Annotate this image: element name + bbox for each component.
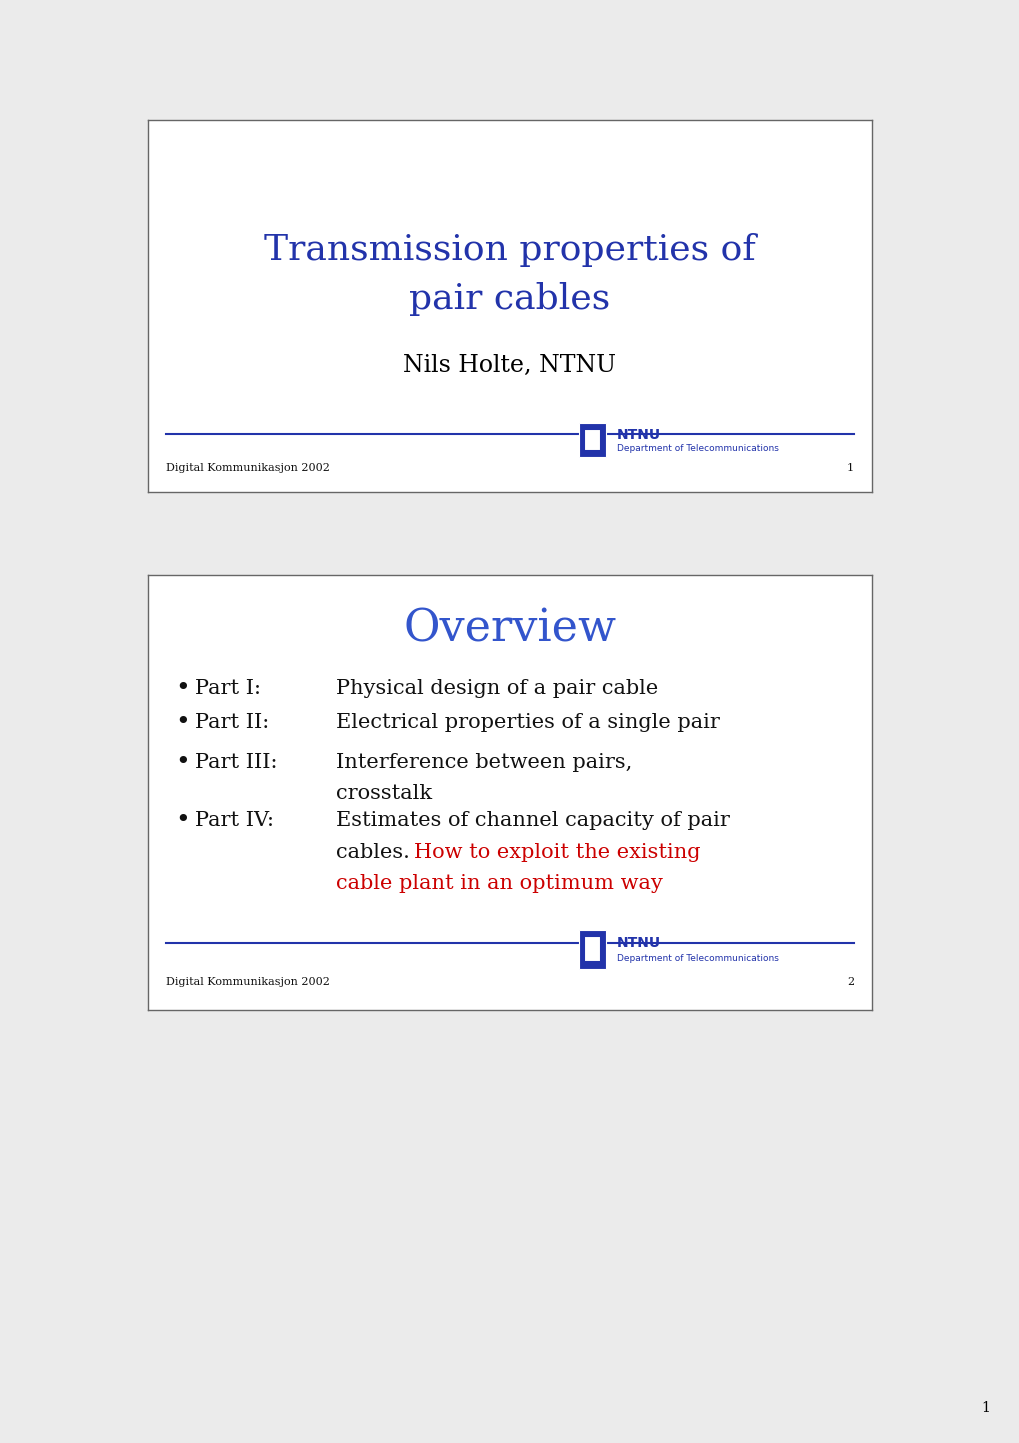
Text: Overview: Overview [404, 608, 615, 651]
Text: crosstalk: crosstalk [336, 784, 432, 802]
Text: Electrical properties of a single pair: Electrical properties of a single pair [336, 713, 719, 733]
FancyBboxPatch shape [583, 937, 601, 962]
Text: Interference between pairs,: Interference between pairs, [336, 753, 632, 772]
Text: Estimates of channel capacity of pair: Estimates of channel capacity of pair [336, 811, 730, 830]
Text: •: • [175, 810, 190, 833]
Text: Part II:: Part II: [195, 713, 269, 733]
Text: cable plant in an optimum way: cable plant in an optimum way [336, 874, 662, 893]
Text: Department of Telecommunications: Department of Telecommunications [616, 444, 779, 453]
Text: Part IV:: Part IV: [195, 811, 274, 830]
Text: Nils Holte, NTNU: Nils Holte, NTNU [404, 354, 615, 377]
Text: Digital Kommunikasjon 2002: Digital Kommunikasjon 2002 [166, 977, 330, 987]
Text: •: • [175, 711, 190, 734]
Text: cables.: cables. [336, 843, 417, 861]
Text: •: • [175, 677, 190, 700]
Text: Department of Telecommunications: Department of Telecommunications [616, 954, 779, 964]
Text: Digital Kommunikasjon 2002: Digital Kommunikasjon 2002 [166, 463, 330, 473]
FancyBboxPatch shape [578, 423, 605, 456]
Text: 1: 1 [980, 1401, 989, 1416]
Text: •: • [175, 750, 190, 773]
Text: pair cables: pair cables [409, 281, 610, 316]
Text: NTNU: NTNU [616, 429, 660, 442]
Text: Physical design of a pair cable: Physical design of a pair cable [336, 678, 658, 697]
Text: Transmission properties of: Transmission properties of [264, 234, 755, 267]
Text: Part III:: Part III: [195, 753, 277, 772]
Text: Part I:: Part I: [195, 678, 261, 697]
Text: 1: 1 [846, 463, 853, 473]
FancyBboxPatch shape [578, 929, 605, 968]
Text: NTNU: NTNU [616, 937, 660, 951]
Text: How to exploit the existing: How to exploit the existing [414, 843, 699, 861]
Text: 2: 2 [846, 977, 853, 987]
FancyBboxPatch shape [583, 429, 601, 452]
